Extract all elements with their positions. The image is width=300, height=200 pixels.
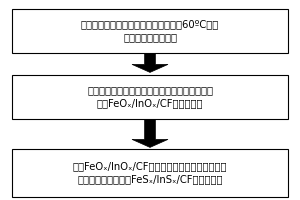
FancyBboxPatch shape bbox=[12, 149, 288, 197]
Text: 炉中进行煅烧，得到FeSₓ/InSₓ/CF的复合材料: 炉中进行煅烧，得到FeSₓ/InSₓ/CF的复合材料 bbox=[77, 174, 223, 184]
Polygon shape bbox=[132, 119, 168, 147]
Text: 柔性FeOₓ/InOₓ/CF材料在通有硫化氢气体的管式: 柔性FeOₓ/InOₓ/CF材料在通有硫化氢气体的管式 bbox=[73, 162, 227, 172]
FancyBboxPatch shape bbox=[12, 75, 288, 119]
Polygon shape bbox=[132, 53, 168, 72]
Text: 柔性FeOₓ/InOₓ/CF的复合材料: 柔性FeOₓ/InOₓ/CF的复合材料 bbox=[97, 98, 203, 108]
Text: 上述混合溶液均匀滴加在滤纸上，并在60ºC烘箱: 上述混合溶液均匀滴加在滤纸上，并在60ºC烘箱 bbox=[81, 20, 219, 30]
FancyBboxPatch shape bbox=[12, 9, 288, 53]
Text: 以上材料在通有氢气的管式炉中进行煅烧，得到: 以上材料在通有氢气的管式炉中进行煅烧，得到 bbox=[87, 86, 213, 96]
Text: 干燥，除去有机溶剂: 干燥，除去有机溶剂 bbox=[123, 32, 177, 42]
